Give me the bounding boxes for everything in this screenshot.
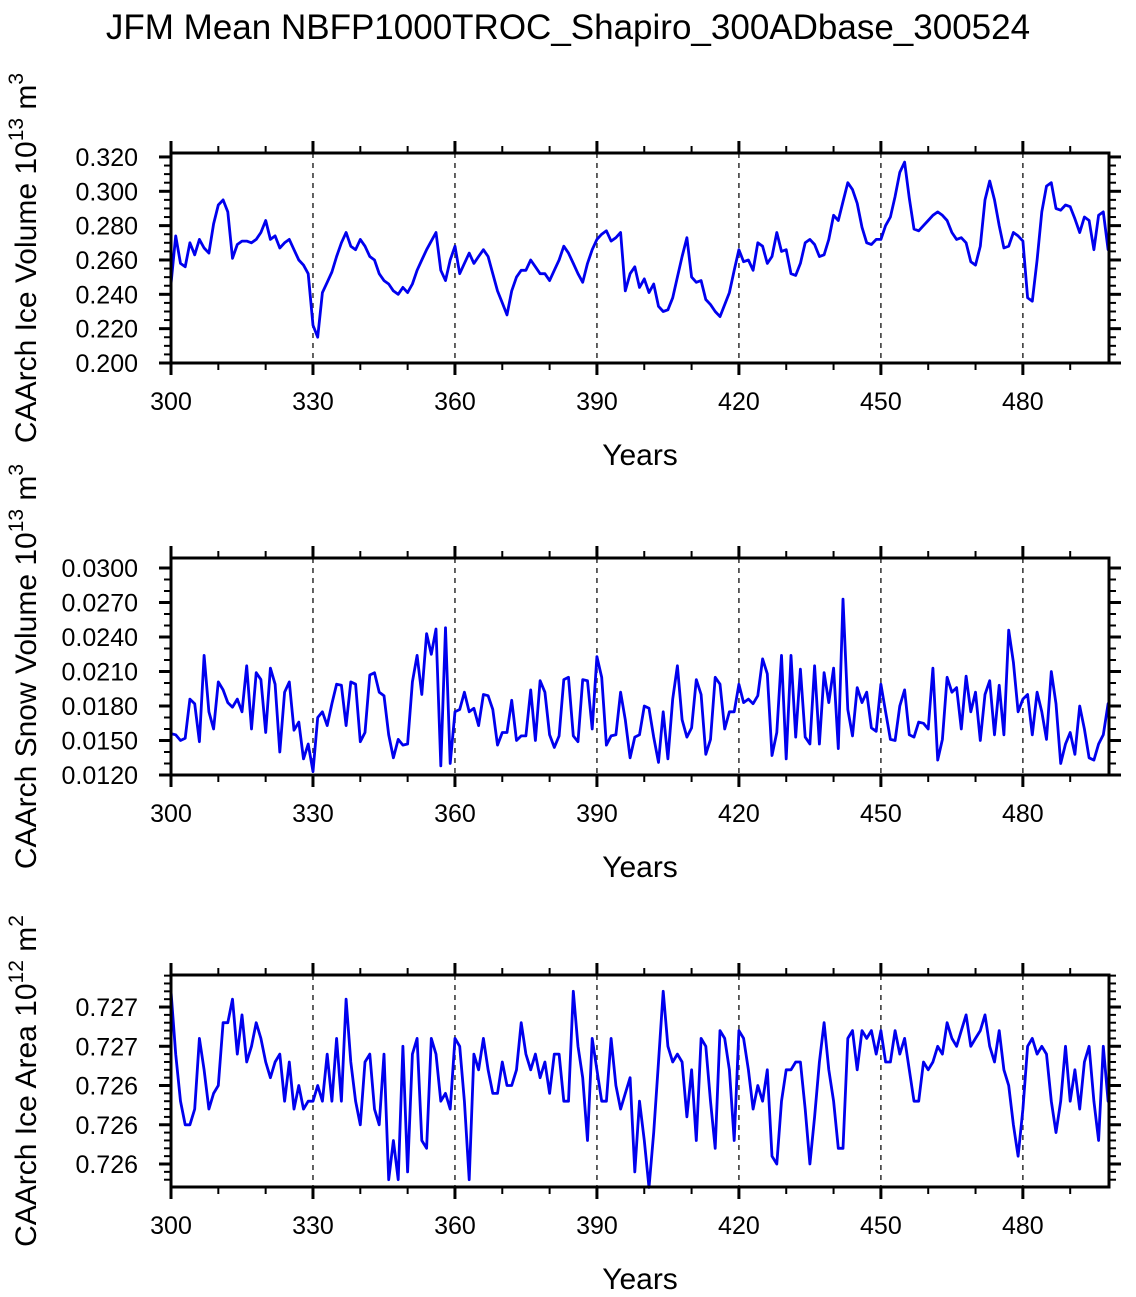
- y-axis-title: CAArch Snow Volume 1013 m3: [5, 464, 43, 869]
- y-axis-title: CAArch Ice Volume 1013 m3: [5, 73, 43, 443]
- x-tick-label: 420: [718, 800, 760, 828]
- x-tick-label: 390: [576, 388, 618, 416]
- y-tick-label: 0.0270: [62, 590, 138, 618]
- x-tick-label: 360: [434, 800, 476, 828]
- y-tick-label: 0.280: [75, 213, 138, 241]
- panel-ice-volume: 300 330 360 390 420 450 480 0.200 0.220 0.240 0.26…: [5, 73, 1121, 472]
- x-axis-title: Years: [602, 439, 678, 472]
- y-tick-label: 0.726: [75, 1073, 138, 1101]
- x-tick-label: 300: [150, 1212, 192, 1240]
- y-tick-label: 0.0240: [62, 624, 138, 652]
- panel-ice-area: 300 330 360 390 420 450 480 0.726 0.726 0.726 0.72…: [5, 915, 1121, 1296]
- x-tick-label: 330: [292, 388, 334, 416]
- y-tick-label: 0.300: [75, 178, 138, 206]
- plot-frame: [169, 556, 1111, 777]
- x-axis-title: Years: [602, 1263, 678, 1296]
- x-tick-label: 450: [860, 800, 902, 828]
- y-tick-label: 0.320: [75, 144, 138, 172]
- plot-frame: [169, 973, 1111, 1189]
- x-tick-label: 300: [150, 800, 192, 828]
- x-tick-label: 450: [860, 1212, 902, 1240]
- y-tick-label: 0.727: [75, 1033, 138, 1061]
- x-tick-label: 450: [860, 388, 902, 416]
- panel-snow-volume: 300 330 360 390 420 450 480 0.0120 0.0150 0.0180 0…: [5, 464, 1121, 884]
- y-tick-label: 0.0180: [62, 693, 138, 721]
- chart-title: JFM Mean NBFP1000TROC_Shapiro_300ADbase_…: [105, 8, 1031, 47]
- y-tick-label: 0.0120: [62, 762, 138, 790]
- plot-frame: [169, 151, 1111, 365]
- y-tick-label: 0.200: [75, 350, 138, 378]
- x-axis-title: Years: [602, 851, 678, 884]
- data-series-line: [169, 160, 1110, 339]
- x-tick-label: 420: [718, 388, 760, 416]
- data-series-line: [169, 989, 1110, 1189]
- y-tick-label: 0.240: [75, 281, 138, 309]
- x-tick-label: 360: [434, 388, 476, 416]
- x-tick-label: 300: [150, 388, 192, 416]
- y-tick-label: 0.220: [75, 316, 138, 344]
- y-axis-title: CAArch Ice Area 1012 m2: [5, 915, 43, 1247]
- x-tick-label: 360: [434, 1212, 476, 1240]
- x-tick-label: 390: [576, 1212, 618, 1240]
- y-tick-label: 0.726: [75, 1112, 138, 1140]
- y-tick-label: 0.0300: [62, 555, 138, 583]
- x-tick-label: 330: [292, 1212, 334, 1240]
- y-tick-label: 0.0210: [62, 659, 138, 687]
- x-tick-label: 480: [1002, 388, 1044, 416]
- y-tick-label: 0.0150: [62, 728, 138, 756]
- y-tick-label: 0.260: [75, 247, 138, 275]
- x-tick-label: 480: [1002, 1212, 1044, 1240]
- data-series-line: [169, 597, 1110, 773]
- x-tick-label: 330: [292, 800, 334, 828]
- x-tick-label: 390: [576, 800, 618, 828]
- x-tick-label: 420: [718, 1212, 760, 1240]
- x-tick-label: 480: [1002, 800, 1044, 828]
- y-tick-label: 0.726: [75, 1151, 138, 1179]
- y-tick-label: 0.727: [75, 994, 138, 1022]
